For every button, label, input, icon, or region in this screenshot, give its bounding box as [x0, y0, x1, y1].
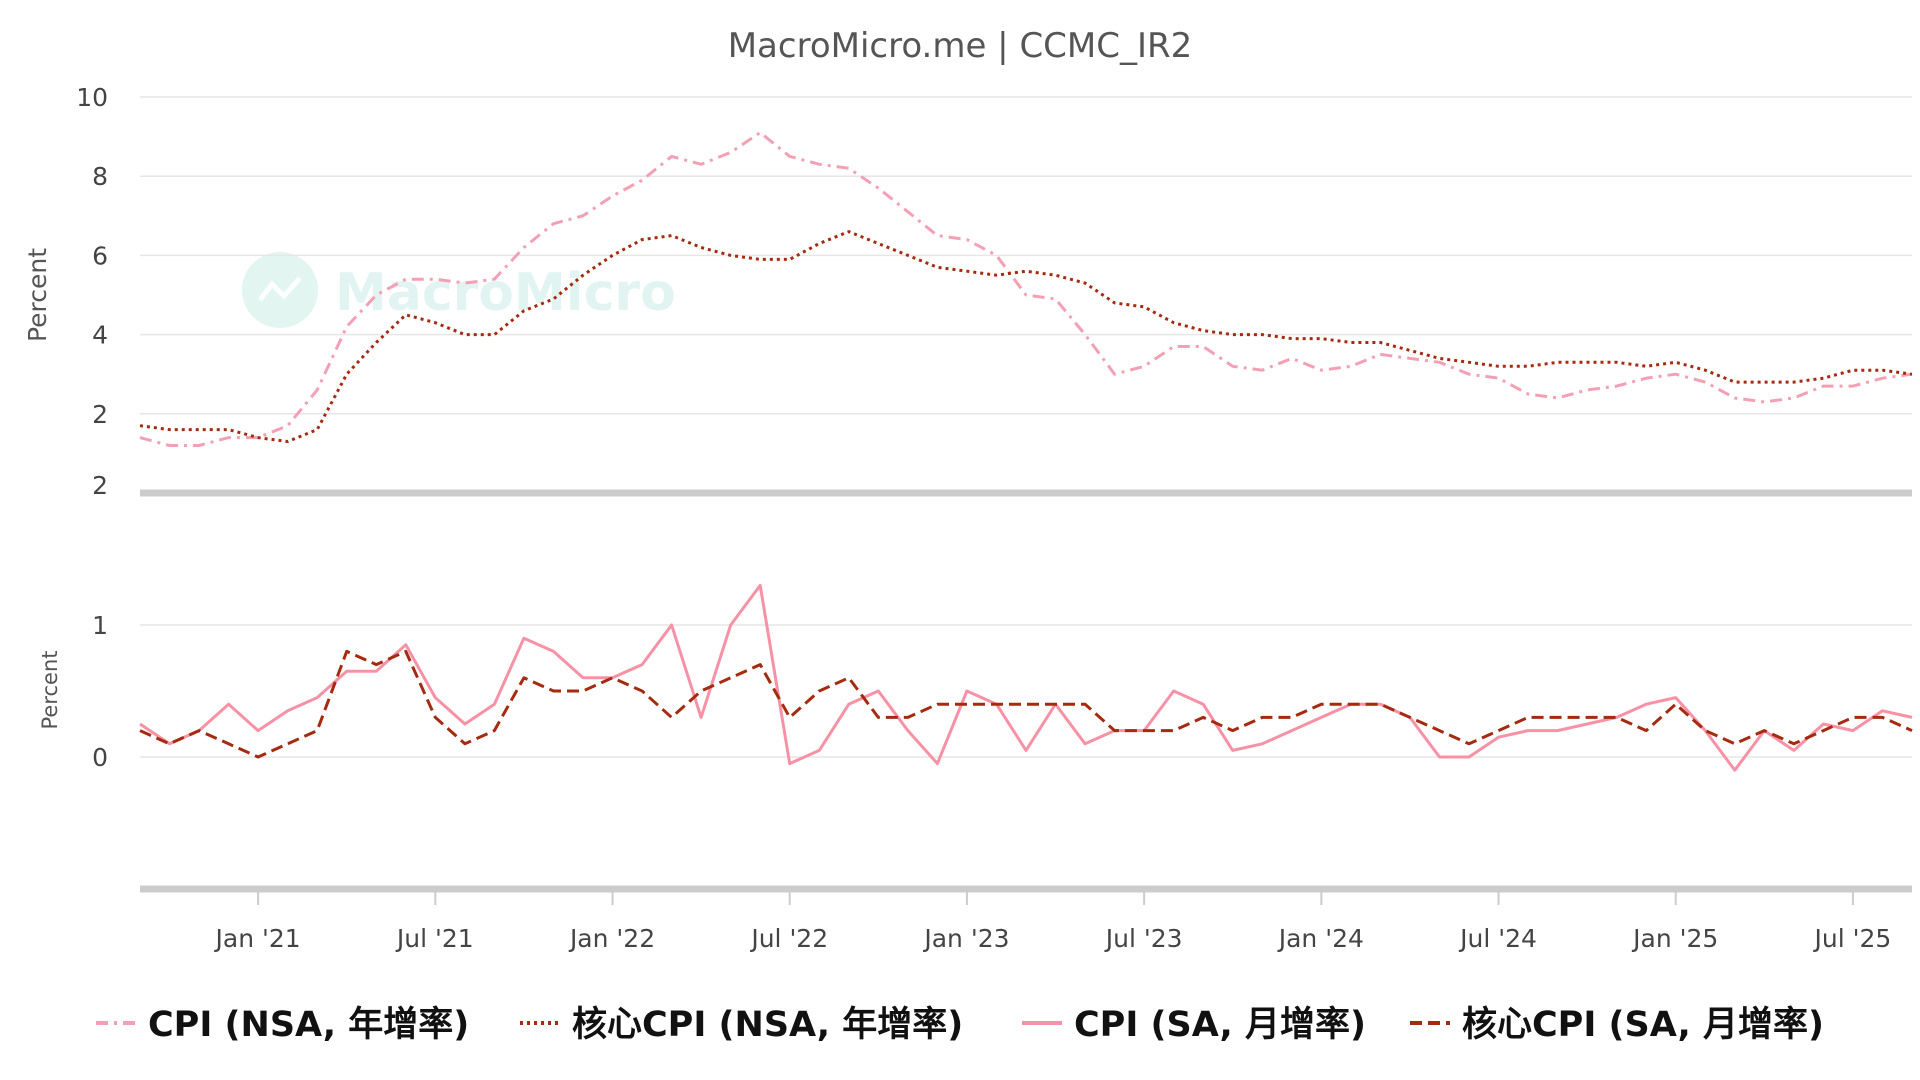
x-axis: Jan '21 Jul '21 Jan '22 Jul '22 Jan '23 Jul '…	[214, 892, 1892, 953]
series-line	[139, 649, 1913, 759]
series-line	[139, 583, 1913, 772]
legend-item[interactable]: 核心CPI (SA, 月增率)	[1462, 1005, 1824, 1045]
chart-title: MacroMicro.me | CCMC_IR2	[728, 26, 1193, 66]
x-tick-label: Jul '23	[1104, 924, 1183, 953]
x-tick-label: Jan '22	[568, 924, 655, 953]
y-axis-label: Percent	[23, 248, 52, 342]
legend-item[interactable]: CPI (SA, 月增率)	[1074, 1005, 1366, 1045]
y-tick-label: 0	[92, 743, 108, 772]
legend: CPI (NSA, 年增率) 核心CPI (NSA, 年增率) CPI (SA, 月…	[96, 1005, 1824, 1045]
y-tick-label: 8	[92, 162, 108, 191]
x-tick-label: Jul '22	[749, 924, 828, 953]
series-line	[139, 230, 1913, 443]
y-tick-label: 6	[92, 241, 108, 270]
x-tick-label: Jul '25	[1813, 924, 1892, 953]
watermark: MacroMicro	[242, 252, 676, 328]
y-tick-label: 10	[76, 83, 108, 112]
y-tick-label: 2	[92, 400, 108, 429]
lower-panel: 0 1 Percent	[38, 583, 1913, 893]
watermark-text: MacroMicro	[335, 263, 676, 323]
x-tick-label: Jan '23	[922, 924, 1009, 953]
y-tick-label: 1	[92, 611, 108, 640]
y-tick-label-bottom: 2	[92, 471, 108, 500]
legend-item[interactable]: 核心CPI (NSA, 年增率)	[572, 1005, 963, 1045]
x-tick-label: Jul '24	[1458, 924, 1537, 953]
x-tick-label: Jul '21	[395, 924, 474, 953]
y-tick-label: 4	[92, 321, 108, 350]
series-line	[139, 131, 1913, 447]
upper-panel: 2 4 6 8 10 2 Percent	[23, 83, 1913, 500]
x-tick-label: Jan '24	[1277, 924, 1364, 953]
legend-item[interactable]: CPI (NSA, 年增率)	[148, 1005, 469, 1045]
x-tick-label: Jan '25	[1631, 924, 1718, 953]
y-axis-label: Percent	[38, 650, 62, 729]
x-tick-label: Jan '21	[214, 924, 301, 953]
